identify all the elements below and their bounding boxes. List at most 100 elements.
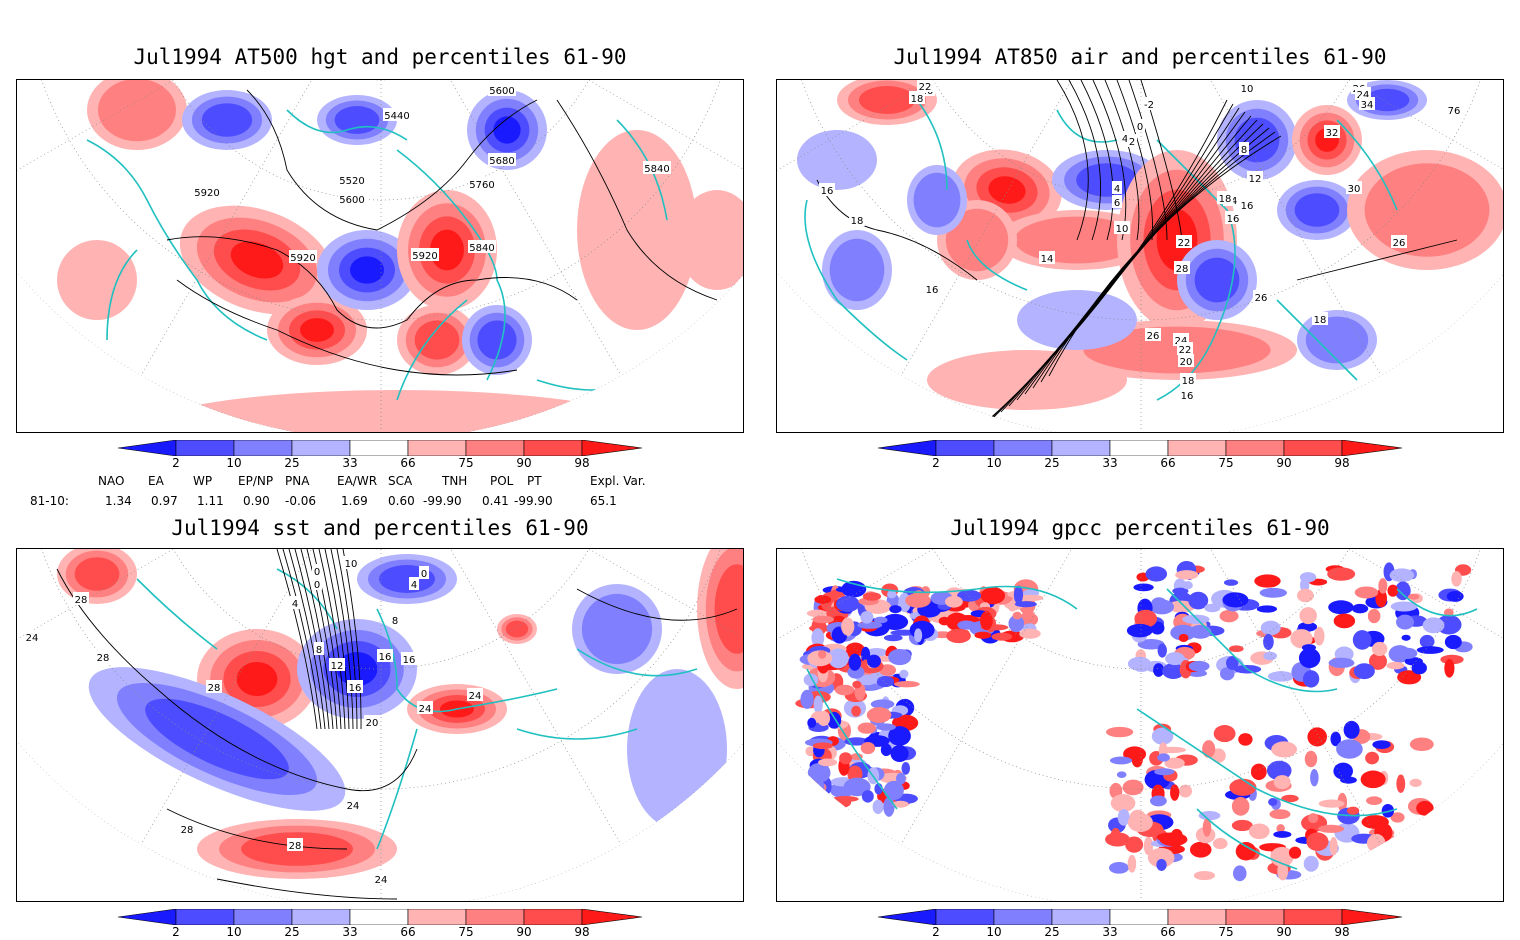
contour-label: 5520 [338,173,366,187]
precip-anomaly-cell [1223,579,1239,586]
precip-anomaly-cell [1212,838,1228,850]
index-value: 0.90 [243,494,270,508]
precip-anomaly-cell [1182,581,1193,590]
svg-text:76: 76 [1448,106,1461,117]
precip-anomaly-cell [1368,652,1388,670]
precip-anomaly-cell [1304,750,1318,768]
precip-anomaly-cell [1411,661,1427,675]
precip-anomaly-cell [1175,570,1199,580]
colorbar-ramp [877,908,1403,926]
colorbar-tick-label: 98 [1334,925,1350,939]
precip-anomaly-cell [1416,800,1434,816]
svg-text:0: 0 [421,569,427,580]
contour-line [1048,135,1282,377]
colorbar-tick-label: 33 [342,925,358,939]
svg-text:5680: 5680 [489,156,514,167]
precip-anomaly-cell [1328,657,1355,669]
precip-anomaly-cell [957,620,976,630]
precip-anomaly-cell [812,790,827,801]
precip-anomaly-cell [890,745,909,763]
precip-anomaly-cell [1012,611,1022,620]
contour-label: 24 [24,630,40,644]
contour-label: 5440 [383,108,411,122]
svg-text:10: 10 [345,559,358,570]
contour-label: 8 [390,613,400,627]
precip-anomaly-cell [1233,865,1247,882]
precip-anomaly-cell [857,621,883,629]
precip-anomaly-cell [848,653,862,671]
precip-anomaly-cell [1351,603,1369,614]
colorbar-tick-label: 66 [1160,456,1176,470]
contour-label: 20 [1178,354,1194,368]
lat-lon-grid [777,80,1503,432]
svg-text:20: 20 [1180,357,1193,368]
colorbar-tick-label: 75 [458,456,474,470]
contour-line [246,89,538,231]
precip-anomaly-cell [883,780,904,801]
colorbar-segment [175,908,235,926]
precip-anomaly-cell [870,699,895,709]
index-header: POL [490,474,514,488]
precip-anomaly-cell [1170,624,1197,641]
precip-anomaly-cell [813,695,823,714]
precip-anomaly-cell [1307,727,1327,747]
svg-text:24: 24 [26,633,39,644]
svg-text:12: 12 [1249,174,1262,185]
precip-anomaly-cell [1188,660,1210,672]
map-sst: 28 24 28 10 0 0 4 8 16 8 12 16 20 28 24 24 24 28 28 24 16 0 4 [16,548,744,902]
svg-text:5440: 5440 [384,111,409,122]
colorbar-segment [465,439,525,457]
contour-line [276,549,318,730]
precip-anomaly-cell [938,616,951,626]
precip-anomaly-cell [1353,663,1375,680]
precip-anomaly-cell [1308,813,1319,824]
anomaly-patch [577,130,697,330]
precip-anomaly-cell [1007,600,1017,612]
index-header: SCA [388,474,413,488]
svg-text:0: 0 [314,580,320,591]
precip-anomaly-cell [914,628,923,643]
precip-anomaly-cell [1408,593,1420,600]
colorbar-tick-label: 90 [516,456,532,470]
colorbar-air: 2 10 25 33 66 75 90 98 [876,439,1406,474]
precip-anomaly-cell [1157,753,1170,762]
contour-label: 20 [364,715,380,729]
anomaly-patch [837,80,937,125]
svg-text:26: 26 [1393,238,1406,249]
precip-anomaly-cell [1299,607,1317,625]
precip-anomaly-cell [866,654,881,668]
contour-label: 18 [1312,312,1328,326]
contour-label: 5920 [289,250,317,264]
precip-anomaly-cell [1250,763,1267,781]
contour-label: 5920 [411,248,439,262]
anomaly-patch [179,205,335,315]
colorbar-tick-label: 10 [226,925,242,939]
precip-anomaly-cell [1151,727,1174,745]
precip-anomaly-cell [905,593,931,608]
svg-text:28: 28 [181,825,194,836]
precip-anomaly-cell [1134,609,1158,628]
precip-anomaly-cell [1137,638,1165,650]
precip-anomaly-cell [1126,623,1153,638]
precip-anomaly-cell [1170,828,1183,842]
contour-label: 18 [849,213,865,227]
precip-anomaly-cell [1235,842,1257,861]
colorbar-segment [1109,908,1169,926]
precip-anomaly-cell [880,743,892,757]
precip-anomaly-cell [974,631,992,639]
contour-label: 10 [1114,221,1130,235]
precip-anomaly-cell [892,800,909,808]
anomaly-patch [627,669,727,829]
precip-anomaly-cell [1127,854,1137,873]
precip-anomaly-cell [888,726,911,746]
contour-label: 24 [373,872,389,886]
colorbar-tick-label: 10 [986,925,1002,939]
precip-anomaly-cell [1371,641,1388,657]
contour-label: 28 [206,680,222,694]
precip-anomaly-cell [866,707,892,723]
precip-anomaly-cell [817,650,827,659]
colorbar-arrow-high [1341,908,1403,926]
precip-anomaly-cell [876,723,896,731]
svg-text:22: 22 [1178,238,1191,249]
precip-anomaly-cell [862,592,882,601]
